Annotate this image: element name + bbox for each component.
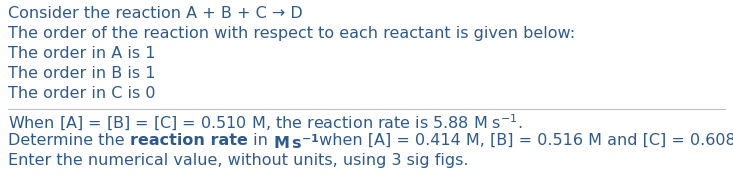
Text: The order in A is 1: The order in A is 1 [8, 46, 155, 61]
Text: in: in [248, 133, 273, 148]
Text: The order in B is 1: The order in B is 1 [8, 66, 155, 81]
Text: Determine the: Determine the [8, 133, 130, 148]
Text: when [A] = 0.414 M, [B] = 0.516 M and [C] = 0.608 M.: when [A] = 0.414 M, [B] = 0.516 M and [C… [314, 133, 733, 148]
Text: When [A] = [B] = [C] = 0.510 M, the reaction rate is 5.88 M s$^{-1}$.: When [A] = [B] = [C] = 0.510 M, the reac… [8, 113, 523, 133]
Text: The order of the reaction with respect to each reactant is given below:: The order of the reaction with respect t… [8, 26, 575, 41]
Text: reaction rate: reaction rate [130, 133, 248, 148]
Text: $\mathbf{M\,s^{-1}}$: $\mathbf{M\,s^{-1}}$ [273, 133, 319, 152]
Text: The order in C is 0: The order in C is 0 [8, 86, 155, 101]
Text: Consider the reaction A + B + C → D: Consider the reaction A + B + C → D [8, 6, 303, 21]
Text: Enter the numerical value, without units, using 3 sig figs.: Enter the numerical value, without units… [8, 153, 468, 168]
